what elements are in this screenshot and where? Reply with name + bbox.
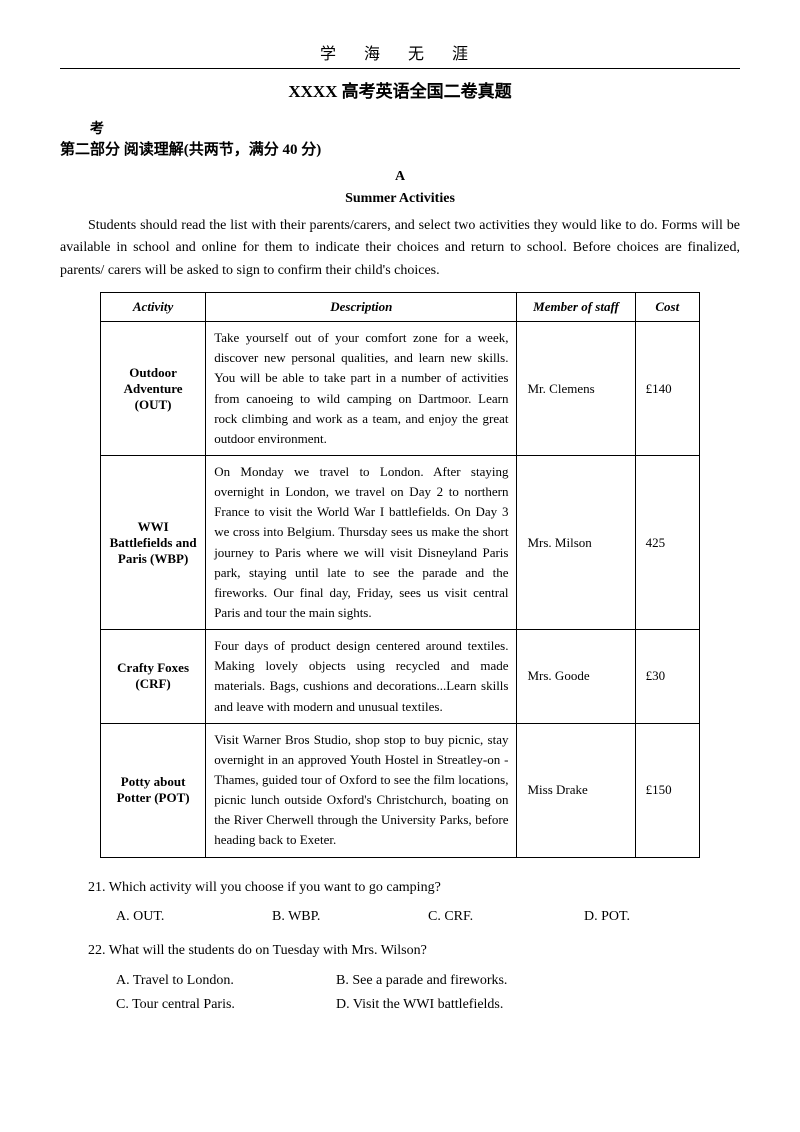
option-d: D. POT. xyxy=(584,905,740,929)
staff-cell: Mr. Clemens xyxy=(517,322,635,456)
question-21: 21. Which activity will you choose if yo… xyxy=(88,876,740,900)
option-b: B. WBP. xyxy=(272,905,428,929)
staff-cell: Miss Drake xyxy=(517,723,635,857)
col-staff-header: Member of staff xyxy=(517,293,635,322)
intro-paragraph: Students should read the list with their… xyxy=(60,215,740,282)
question-22-options: A. Travel to London. B. See a parade and… xyxy=(116,969,740,1017)
description-cell: Visit Warner Bros Studio, shop stop to b… xyxy=(206,723,517,857)
table-row: Potty about Potter (POT) Visit Warner Br… xyxy=(101,723,700,857)
col-activity-header: Activity xyxy=(101,293,206,322)
activity-cell: Outdoor Adventure (OUT) xyxy=(101,322,206,456)
description-cell: On Monday we travel to London. After sta… xyxy=(206,456,517,630)
table-row: Outdoor Adventure (OUT) Take yourself ou… xyxy=(101,322,700,456)
cost-cell: £140 xyxy=(635,322,699,456)
option-b: B. See a parade and fireworks. xyxy=(336,969,556,993)
header-label: 学 海 无 涯 xyxy=(60,40,740,64)
col-description-header: Description xyxy=(206,293,517,322)
description-cell: Four days of product design centered aro… xyxy=(206,630,517,724)
passage-label: A xyxy=(60,169,740,185)
cost-cell: 425 xyxy=(635,456,699,630)
cost-cell: £150 xyxy=(635,723,699,857)
question-21-options: A. OUT. B. WBP. C. CRF. D. POT. xyxy=(116,905,740,929)
section-title: 第二部分 阅读理解(共两节，满分 40 分) xyxy=(60,138,740,159)
kao-char: 考 xyxy=(90,118,740,138)
table-row: Crafty Foxes (CRF) Four days of product … xyxy=(101,630,700,724)
header-divider xyxy=(60,68,740,69)
description-cell: Take yourself out of your comfort zone f… xyxy=(206,322,517,456)
activity-cell: Potty about Potter (POT) xyxy=(101,723,206,857)
question-22: 22. What will the students do on Tuesday… xyxy=(88,939,740,963)
activity-cell: Crafty Foxes (CRF) xyxy=(101,630,206,724)
passage-title: Summer Activities xyxy=(60,191,740,207)
option-c: C. CRF. xyxy=(428,905,584,929)
table-row: WWI Battlefields and Paris (WBP) On Mond… xyxy=(101,456,700,630)
col-cost-header: Cost xyxy=(635,293,699,322)
option-d: D. Visit the WWI battlefields. xyxy=(336,993,556,1017)
exam-title: XXXX 高考英语全国二卷真题 xyxy=(60,77,740,102)
staff-cell: Mrs. Goode xyxy=(517,630,635,724)
activity-cell: WWI Battlefields and Paris (WBP) xyxy=(101,456,206,630)
staff-cell: Mrs. Milson xyxy=(517,456,635,630)
option-a: A. Travel to London. xyxy=(116,969,336,993)
cost-cell: £30 xyxy=(635,630,699,724)
activities-table: Activity Description Member of staff Cos… xyxy=(100,292,700,857)
table-header-row: Activity Description Member of staff Cos… xyxy=(101,293,700,322)
option-c: C. Tour central Paris. xyxy=(116,993,336,1017)
option-a: A. OUT. xyxy=(116,905,272,929)
